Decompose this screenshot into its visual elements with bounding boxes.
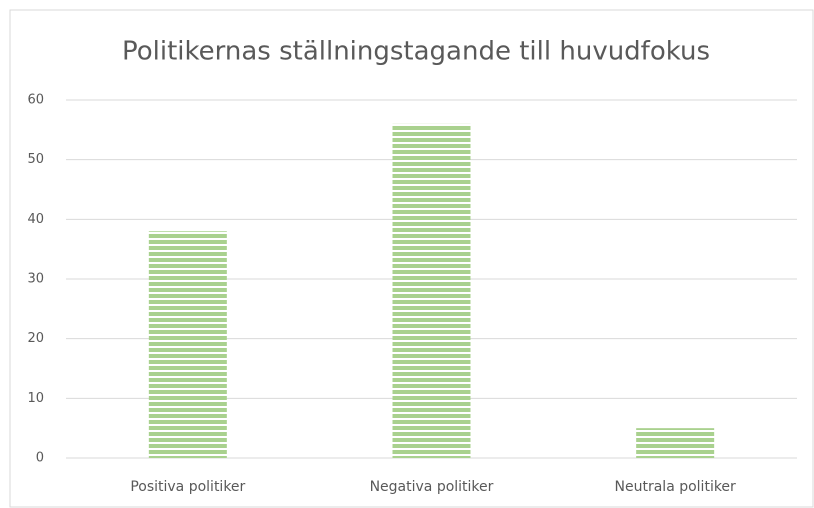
y-tick-label: 30 — [27, 272, 44, 287]
x-tick-label: Positiva politiker — [130, 479, 245, 495]
x-tick-label: Neutrala politiker — [615, 479, 737, 495]
y-tick-label: 0 — [36, 451, 44, 466]
y-tick-label: 60 — [27, 93, 44, 108]
y-tick-label: 10 — [27, 391, 44, 406]
chart-title: Politikernas ställningstagande till huvu… — [122, 37, 710, 67]
bar — [636, 428, 715, 458]
bar — [148, 231, 227, 458]
y-tick-label: 50 — [27, 152, 44, 167]
x-tick-label: Negativa politiker — [370, 479, 494, 495]
y-tick-label: 40 — [27, 212, 44, 227]
bar — [392, 123, 471, 458]
y-tick-label: 20 — [27, 331, 44, 346]
